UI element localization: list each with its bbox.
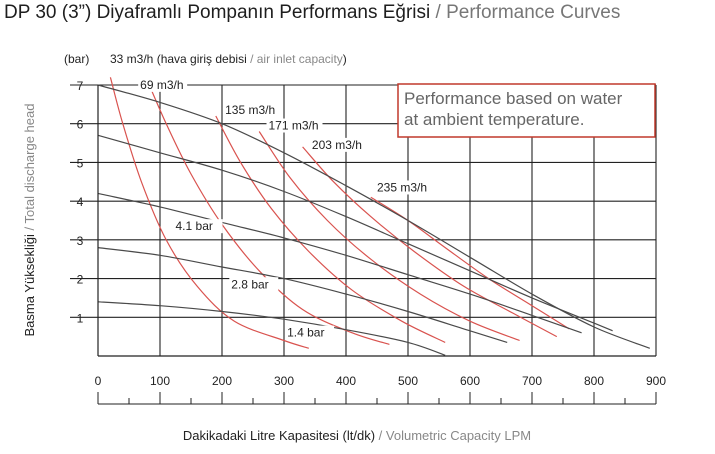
chart-title: DP 30 (3”) Diyaframlı Pompanın Performan… bbox=[4, 2, 620, 24]
pressure-curve-1-4-bar bbox=[97, 301, 446, 356]
pressure-curve-5-5-bar bbox=[97, 134, 613, 332]
air-label-69-m3-h: 69 m3/h bbox=[140, 78, 183, 92]
pressure-label-4-1-bar: 4.1 bar bbox=[176, 219, 213, 233]
x-tick-label: 300 bbox=[274, 374, 294, 388]
y-tick-label: 4 bbox=[77, 195, 84, 209]
air-curve-69-m3-h bbox=[147, 80, 390, 345]
note-box: Performance based on water at ambient te… bbox=[397, 83, 656, 138]
air-header-separator: / bbox=[247, 52, 257, 66]
air-header-tr: 33 m3/h (hava giriş debisi bbox=[110, 52, 247, 66]
y-tick-label: 5 bbox=[77, 156, 84, 170]
pressure-label-bg bbox=[173, 219, 223, 234]
pressure-label-2-8-bar: 2.8 bar bbox=[231, 277, 268, 291]
x-tick-label: 400 bbox=[336, 374, 356, 388]
air-curve-203-m3-h bbox=[302, 146, 558, 338]
pressure-curves: 4.1 bar 2.8 bar 1.4 bar bbox=[97, 84, 651, 356]
y-tick-label: 6 bbox=[77, 118, 84, 132]
pressure-label-1-4-bar: 1.4 bar bbox=[287, 326, 324, 340]
air-curve-171-m3-h bbox=[258, 131, 520, 342]
air-label-203-m3-h: 203 m3/h bbox=[312, 138, 362, 152]
air-label-bg bbox=[375, 180, 431, 195]
x-axis-label-separator: / bbox=[375, 428, 386, 443]
air-label-bg bbox=[309, 137, 366, 152]
x-tick-label: 0 bbox=[95, 374, 102, 388]
pressure-curve-2-8-bar bbox=[97, 247, 508, 343]
chart-axes: 1 2 3 4 5 6 7 0 100 200 300 400 500 600 700 800 900 bbox=[70, 79, 666, 405]
air-label-135-m3-h: 135 m3/h bbox=[225, 103, 275, 117]
air-capacity-curves: 69 m3/h 135 m3/h 171 m3/h 203 m3/h 235 m3/h bbox=[109, 77, 570, 349]
air-header-close: ) bbox=[343, 52, 347, 66]
air-header-en: air inlet capacity bbox=[257, 52, 343, 66]
x-tick-label: 100 bbox=[150, 374, 170, 388]
y-axis-label: Basma Yüksekliği / Total discharge head bbox=[22, 104, 37, 337]
air-label-235-m3-h: 235 m3/h bbox=[377, 180, 427, 194]
y-axis-label-en: Total discharge head bbox=[22, 104, 37, 224]
air-label-171-m3-h: 171 m3/h bbox=[269, 119, 319, 133]
air-label-bg bbox=[138, 77, 188, 92]
pressure-curve-4-1-bar bbox=[97, 192, 582, 334]
y-tick-label: 7 bbox=[77, 79, 84, 93]
y-tick-label: 3 bbox=[77, 234, 84, 248]
pressure-label-bg bbox=[285, 325, 335, 340]
x-tick-label: 200 bbox=[212, 374, 232, 388]
air-label-bg bbox=[223, 103, 280, 118]
x-tick-label: 700 bbox=[522, 374, 542, 388]
pressure-label-bg bbox=[229, 277, 279, 292]
air-label-bg bbox=[266, 118, 323, 133]
note-line-2: at ambient temperature. bbox=[404, 110, 584, 129]
x-axis-label-tr: Dakikadaki Litre Kapasitesi (lt/dk) bbox=[183, 428, 375, 443]
y-axis-label-tr: Basma Yüksekliği bbox=[22, 234, 37, 336]
y-tick-label: 2 bbox=[77, 273, 84, 287]
chart-title-separator: / bbox=[430, 2, 447, 23]
x-axis-label: Dakikadaki Litre Kapasitesi (lt/dk) / Vo… bbox=[183, 428, 531, 443]
air-capacity-header: 33 m3/h (hava giriş debisi / air inlet c… bbox=[110, 52, 347, 66]
y-unit-label: (bar) bbox=[64, 52, 89, 66]
air-curve-135-m3-h bbox=[215, 115, 446, 343]
x-tick-label: 800 bbox=[584, 374, 604, 388]
x-tick-label: 500 bbox=[398, 374, 418, 388]
chart-title-main: DP 30 (3”) Diyaframlı Pompanın Performan… bbox=[4, 2, 431, 23]
chart-title-sub: Performance Curves bbox=[446, 2, 621, 23]
note-line-1: Performance based on water bbox=[404, 89, 623, 108]
x-tick-label: 900 bbox=[646, 374, 666, 388]
y-tick-label: 1 bbox=[77, 311, 84, 325]
x-tick-label: 600 bbox=[460, 374, 480, 388]
x-axis-label-en: Volumetric Capacity LPM bbox=[386, 428, 531, 443]
y-axis-label-separator: / bbox=[22, 224, 37, 235]
note-box-frame bbox=[397, 83, 656, 138]
air-curve-33-m3-h bbox=[109, 77, 309, 349]
